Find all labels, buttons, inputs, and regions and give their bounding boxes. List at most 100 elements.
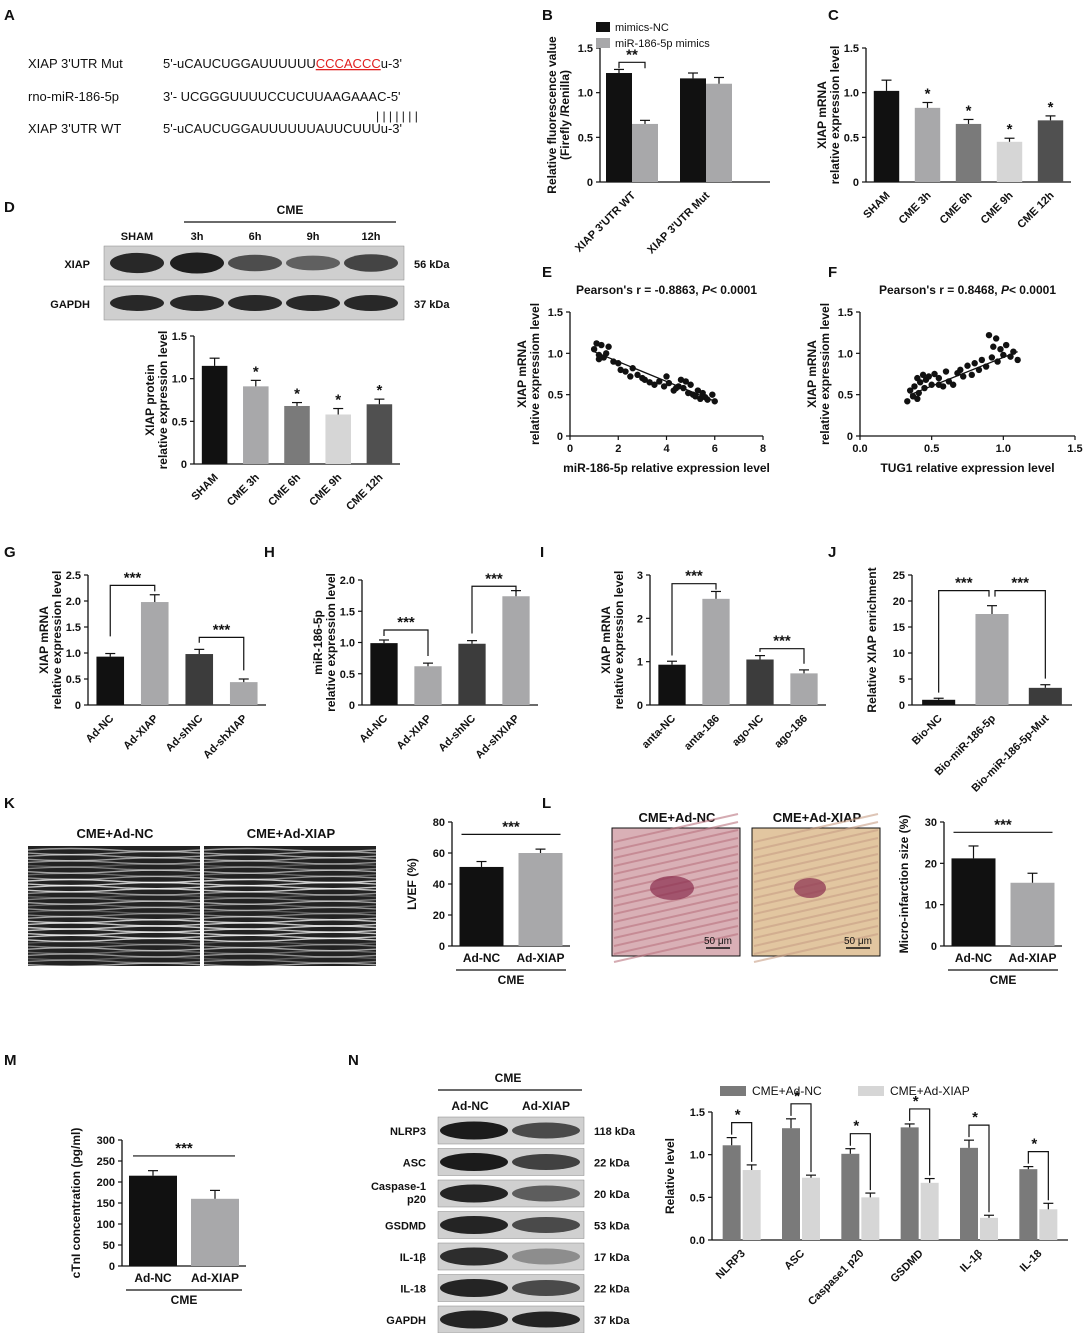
sequence-alignment: XIAP 3'UTR Mut 5'-uCAUCUGGAUUUUUUCCCACCCu… [28,56,418,136]
blot-band [440,1153,508,1171]
significance-star: * [376,382,382,399]
y-axis-label: relative expressiom level [528,303,542,445]
y-tick-label: 1.5 [66,622,81,634]
y-tick-label: 1.0 [172,374,187,386]
y-axis-label: relative expression level [612,571,626,710]
sequence-text: 3'- UCGGGUUUUCCUCUUAAGAAAC-5' [163,89,401,104]
image-texture [27,863,201,868]
image-texture [753,829,879,859]
y-axis-label: XIAP mRNA [515,340,529,408]
data-point [1000,351,1007,359]
y-axis-label: Relative fluorescence value [545,36,559,194]
y-tick-label: 200 [97,1177,115,1189]
blot-band [512,1185,580,1202]
data-point [990,343,997,350]
image-texture [203,891,377,896]
bar-ad-xiap [140,602,169,705]
echocardiography-images: CME+Ad-NC CME+Ad-XIAP [27,826,377,967]
image-texture [27,956,201,961]
chart-f: 0 0.5 1.0 1.5 XIAP mRNA relative expressiom l… [805,283,1083,475]
image-title: CME+Ad-XIAP [247,826,336,841]
scale-label: 50 μm [844,936,872,947]
panel-letter-d: D [4,199,15,216]
image-texture [203,860,377,865]
data-point [942,368,950,375]
y-tick-label: 30 [925,817,937,829]
y-tick-label: 0 [109,1261,115,1273]
image-texture [753,893,879,923]
bar-cme-ad-nc [782,1128,800,1240]
blot-band [440,1184,508,1203]
group-label: CME [171,1293,198,1307]
panel-letter-h: H [264,544,275,561]
y-tick-label: 15 [893,622,905,634]
data-point [598,341,605,349]
y-tick-label: 1.0 [844,88,859,100]
image-texture [613,909,739,939]
x-tick-label: Ad-NC [84,713,117,746]
data-point [994,358,1001,365]
y-tick-label: 60 [433,848,445,860]
data-point [906,387,914,394]
chart-b: 0 0.5 1.0 1.5 Relative fluorescence value (Fi… [545,22,770,256]
data-point [697,395,704,402]
panel-letter-j: J [828,544,836,561]
x-tick-label: 0.5 [924,443,939,455]
data-point [656,378,663,385]
image-texture [613,837,739,867]
blot-kda-label: 118 kDa [594,1126,636,1138]
blot-band [512,1248,580,1265]
y-tick-label: 2.0 [66,596,81,608]
significance-star: * [853,1118,859,1135]
x-tick-label: SHAM [189,472,220,503]
data-point [1010,348,1017,355]
x-tick-label: IL-18 [1018,1248,1045,1275]
data-point [954,369,961,377]
legend-label: mimics-NC [615,22,669,34]
y-tick-label: 0 [847,431,853,443]
x-tick-label: Ad-XIAP [517,951,565,965]
bar-ad-nc [951,858,996,946]
x-tick-label: CME 9h [307,471,344,508]
blot-band [286,255,340,271]
bar-mimics-nc [606,73,632,182]
data-point [971,360,978,367]
data-point [904,398,911,405]
x-tick-label: SHAM [861,190,892,221]
x-tick-label: ago-186 [772,713,810,751]
data-point [985,331,993,339]
data-point [1014,356,1021,364]
blot-lane-label: 3h [191,231,204,243]
x-tick-label: Bio-NC [910,713,945,748]
x-tick-label: Ad-XIAP [121,713,161,753]
x-tick-label: CME 12h [1015,189,1057,231]
image-texture [203,947,377,952]
blot-kda-label: 56 kDa [414,259,450,271]
y-tick-label: 2 [637,613,643,625]
y-tick-label: 50 [103,1240,115,1252]
data-point [629,365,636,372]
blot-band [228,254,282,272]
y-tick-label: 1.0 [66,648,81,660]
data-point [928,381,935,388]
y-axis-label: XIAP protein [143,364,157,436]
y-axis-label: (Firefly /Renilla) [558,70,572,160]
image-texture [753,813,879,843]
bar-cme-ad-xiap [861,1197,880,1240]
data-point [964,362,971,369]
image-texture [753,821,879,851]
x-tick-label: NLRP3 [714,1248,748,1282]
image-texture [753,837,879,867]
x-tick-label: CME 6h [938,189,975,226]
x-tick-label: 6 [712,443,718,455]
sequence-text: 5'-uCAUCUGGAUUUUUUAUUCUUUu-3' [163,121,402,136]
blot-band [440,1279,508,1297]
data-point [672,384,680,392]
x-tick-label: Ad-shNC [164,713,206,755]
western-blot-d: CME SHAM 3h 6h 9h 12h XIAP 56 kDa GAPDH 37 kDa [50,203,450,321]
y-tick-label: 250 [97,1156,115,1168]
blot-band [512,1122,580,1139]
image-texture [203,956,377,961]
bar-ad-shnc [458,643,486,705]
